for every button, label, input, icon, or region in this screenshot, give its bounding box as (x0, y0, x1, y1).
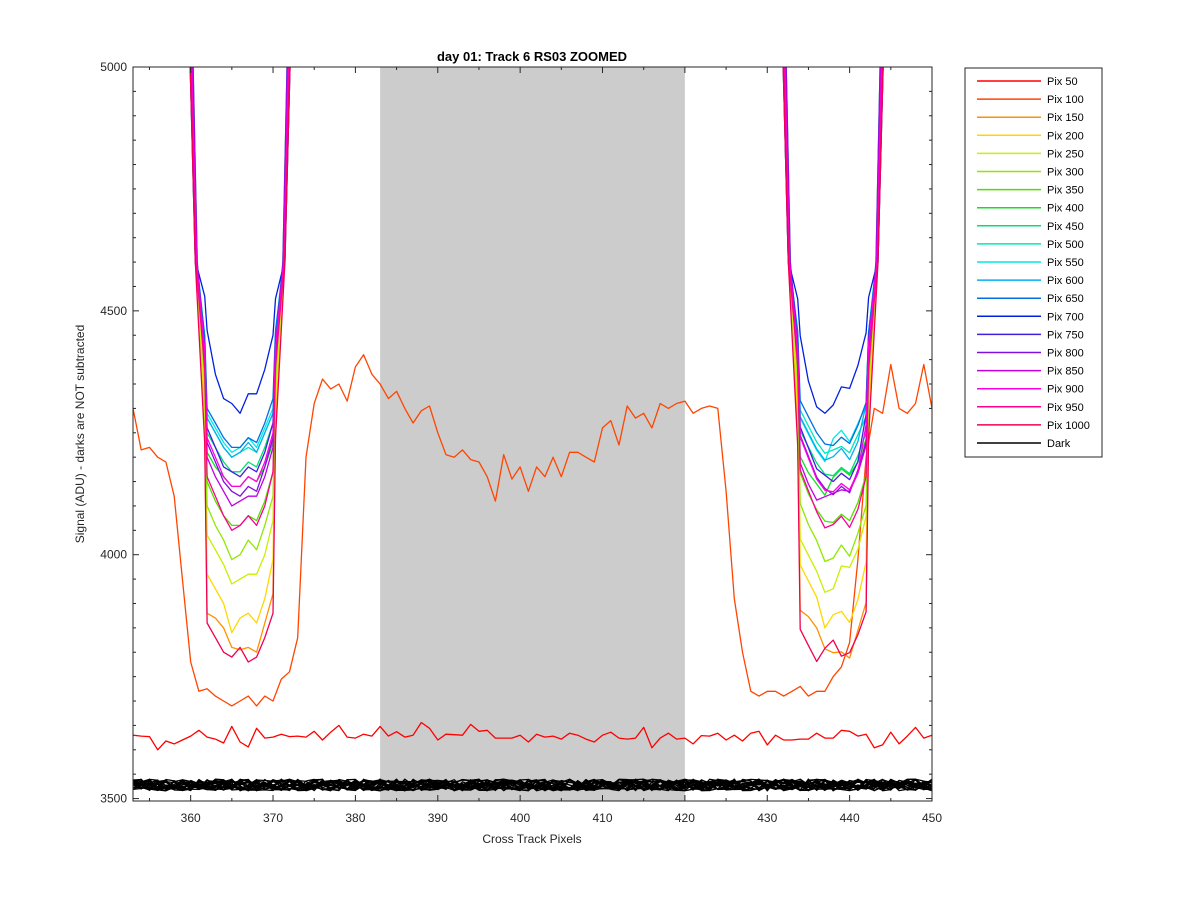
x-tick-label: 370 (263, 811, 283, 825)
y-tick-label: 4000 (100, 548, 127, 562)
legend-label-pix-100: Pix 100 (1047, 94, 1084, 106)
x-tick-label: 440 (840, 811, 860, 825)
legend-label-pix-400: Pix 400 (1047, 203, 1084, 215)
legend-label-pix-200: Pix 200 (1047, 130, 1084, 142)
y-tick-label: 5000 (100, 60, 127, 74)
legend-label-pix-900: Pix 900 (1047, 384, 1084, 396)
series-line-pix-100 (133, 354, 932, 707)
shaded-region (380, 67, 685, 801)
legend-label-pix-650: Pix 650 (1047, 293, 1084, 305)
y-tick-label: 4500 (100, 304, 127, 318)
legend-label-pix-750: Pix 750 (1047, 329, 1084, 341)
legend-label-pix-350: Pix 350 (1047, 185, 1084, 197)
series-line-pix-1000 (189, 67, 291, 663)
series-line-dark-19 (133, 778, 932, 792)
x-tick-label: 430 (757, 811, 777, 825)
legend: Pix 50 Pix 100 Pix 150 Pix 200 Pix 250 Pix 30… (964, 67, 1103, 458)
legend-label-pix-500: Pix 500 (1047, 239, 1084, 251)
x-axis-label: Cross Track Pixels (482, 832, 581, 846)
series-line-pix-700 (190, 67, 290, 414)
series-line-dark-14 (133, 778, 932, 792)
x-tick-label: 390 (428, 811, 448, 825)
series-line-pix-950-right (783, 67, 884, 529)
x-tick-label: 420 (675, 811, 695, 825)
series-line-pix-1000-right (782, 67, 884, 663)
legend-label-pix-950: Pix 950 (1047, 402, 1084, 414)
x-tick-label: 410 (592, 811, 612, 825)
y-tick-label: 3500 (100, 792, 127, 806)
legend-label-pix-1000: Pix 1000 (1047, 420, 1090, 432)
legend-label-pix-150: Pix 150 (1047, 112, 1084, 124)
x-tick-label: 400 (510, 811, 530, 825)
legend-label-pix-850: Pix 850 (1047, 366, 1084, 378)
legend-label-pix-250: Pix 250 (1047, 148, 1084, 160)
x-tick-label: 380 (345, 811, 365, 825)
x-tick-label: 450 (922, 811, 942, 825)
legend-label-pix-600: Pix 600 (1047, 275, 1084, 287)
legend-label-pix-450: Pix 450 (1047, 221, 1084, 233)
plot-frame (132, 66, 933, 802)
x-tick-label: 360 (181, 811, 201, 825)
legend-label-pix-800: Pix 800 (1047, 348, 1084, 360)
series-line-pix-50 (133, 721, 932, 751)
legend-label-pix-700: Pix 700 (1047, 311, 1084, 323)
series-line-pix-700-right (783, 67, 884, 414)
chart-title: day 01: Track 6 RS03 ZOOMED (437, 49, 627, 64)
legend-label-pix-50: Pix 50 (1047, 76, 1078, 88)
legend-label-pix-550: Pix 550 (1047, 257, 1084, 269)
y-axis-label: Signal (ADU) - darks are NOT subtracted (73, 325, 87, 544)
series-line-pix-950 (190, 67, 290, 531)
legend-label-pix-300: Pix 300 (1047, 167, 1084, 179)
legend-label-dark: Dark (1047, 438, 1071, 450)
